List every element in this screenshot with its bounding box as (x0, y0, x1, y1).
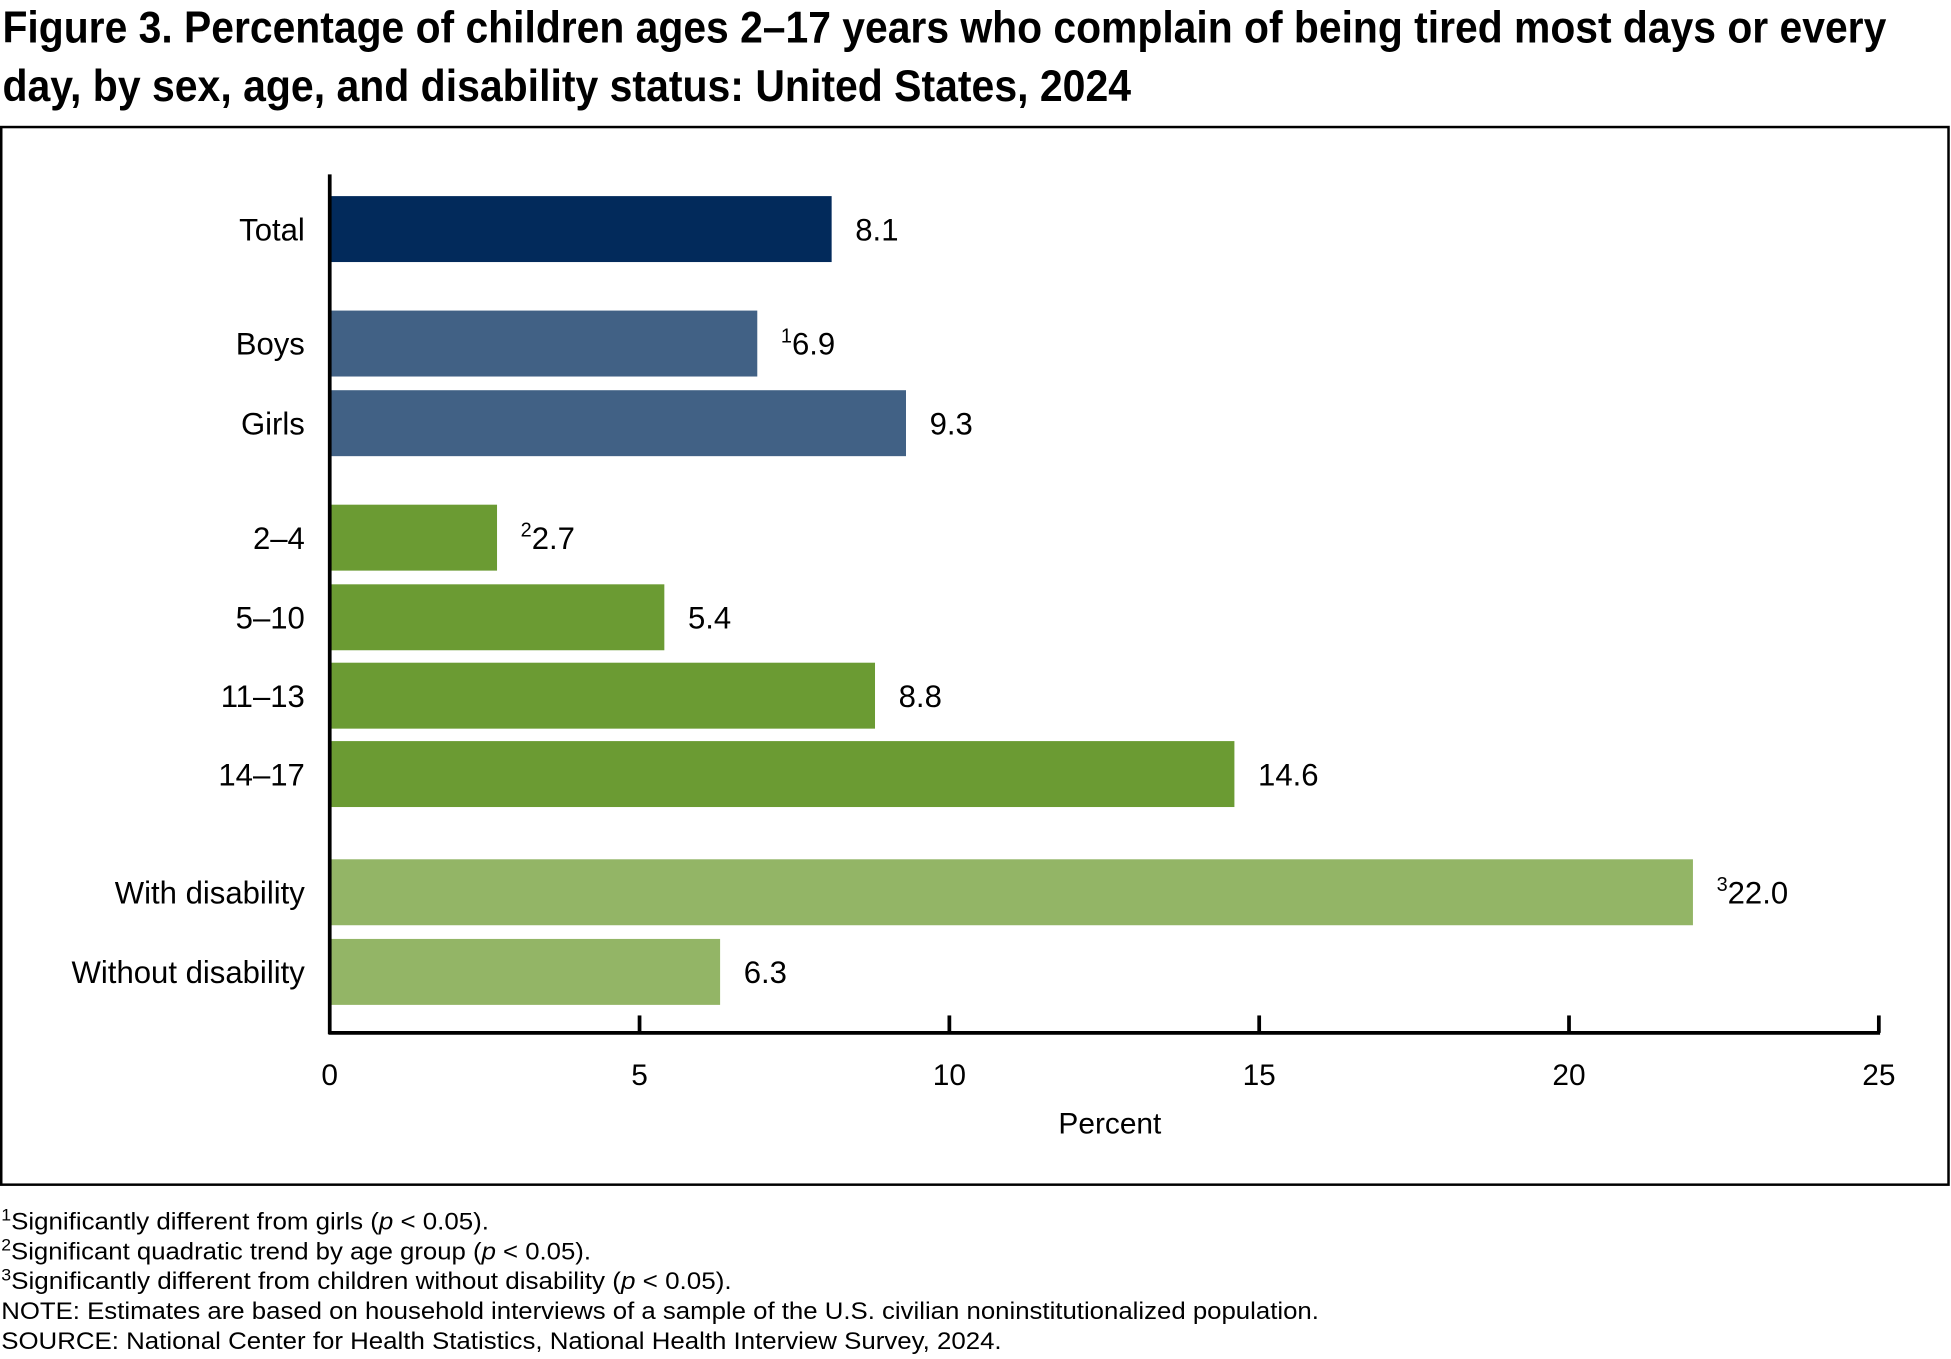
bar-4 (329, 584, 665, 651)
category-label: With disability (115, 875, 306, 910)
footnote-3: 3Significantly different from children w… (1, 1266, 731, 1295)
value-label: 8.8 (899, 679, 942, 714)
category-label: Total (239, 212, 305, 247)
x-tick-label: 15 (1243, 1059, 1276, 1092)
bar-2 (329, 390, 906, 457)
value-label: 6.3 (744, 955, 787, 990)
x-tick-label: 10 (933, 1059, 966, 1092)
bar-0 (329, 196, 832, 263)
category-label: 5–10 (236, 600, 305, 635)
bar-7 (329, 859, 1693, 926)
bar-8 (329, 938, 721, 1005)
footnote-mark: 3 (1717, 874, 1728, 896)
category-label: Girls (241, 406, 305, 441)
category-label: Boys (236, 327, 305, 362)
value-label: 16.9 (781, 325, 835, 361)
x-ticks: 0 5 10 15 20 25 (321, 1015, 1895, 1092)
value-label: 5.4 (688, 600, 731, 635)
category-label: 14–17 (218, 757, 304, 792)
footnote-mark: 1 (781, 325, 792, 347)
bar-3 (329, 504, 498, 571)
value-label: 14.6 (1258, 757, 1319, 792)
footnote-mark: 2 (521, 519, 532, 541)
value-label: 8.1 (855, 212, 898, 247)
x-tick-label: 5 (631, 1059, 648, 1092)
footnote-2: 2Significant quadratic trend by age grou… (1, 1237, 591, 1266)
chart-frame (0, 125, 1950, 1186)
x-tick-label: 20 (1552, 1059, 1585, 1092)
value-label: 322.0 (1717, 874, 1789, 910)
footnote-1: 1Significantly different from girls (p <… (1, 1207, 489, 1236)
chart-title-line-1: Figure 3. Percentage of children ages 2–… (2, 2, 1886, 52)
x-tick-label: 25 (1862, 1059, 1895, 1092)
value-label: 22.7 (521, 519, 575, 555)
x-tick-label: 0 (321, 1059, 338, 1092)
note-text: NOTE: Estimates are based on household i… (1, 1299, 1319, 1325)
bar-6 (329, 741, 1235, 808)
axes (327, 174, 1881, 1035)
footnotes: 1Significantly different from girls (p <… (1, 1207, 731, 1295)
category-label: 2–4 (253, 521, 305, 556)
x-axis-label: Percent (1058, 1108, 1162, 1141)
bar-5 (329, 662, 876, 729)
value-label: 9.3 (930, 406, 973, 441)
chart-title-line-2: day, by sex, age, and disability status:… (2, 61, 1131, 111)
source-text: SOURCE: National Center for Health Stati… (1, 1329, 1001, 1355)
category-label: 11–13 (221, 679, 305, 714)
bar-1 (329, 310, 758, 377)
category-label: Without disability (72, 955, 306, 990)
